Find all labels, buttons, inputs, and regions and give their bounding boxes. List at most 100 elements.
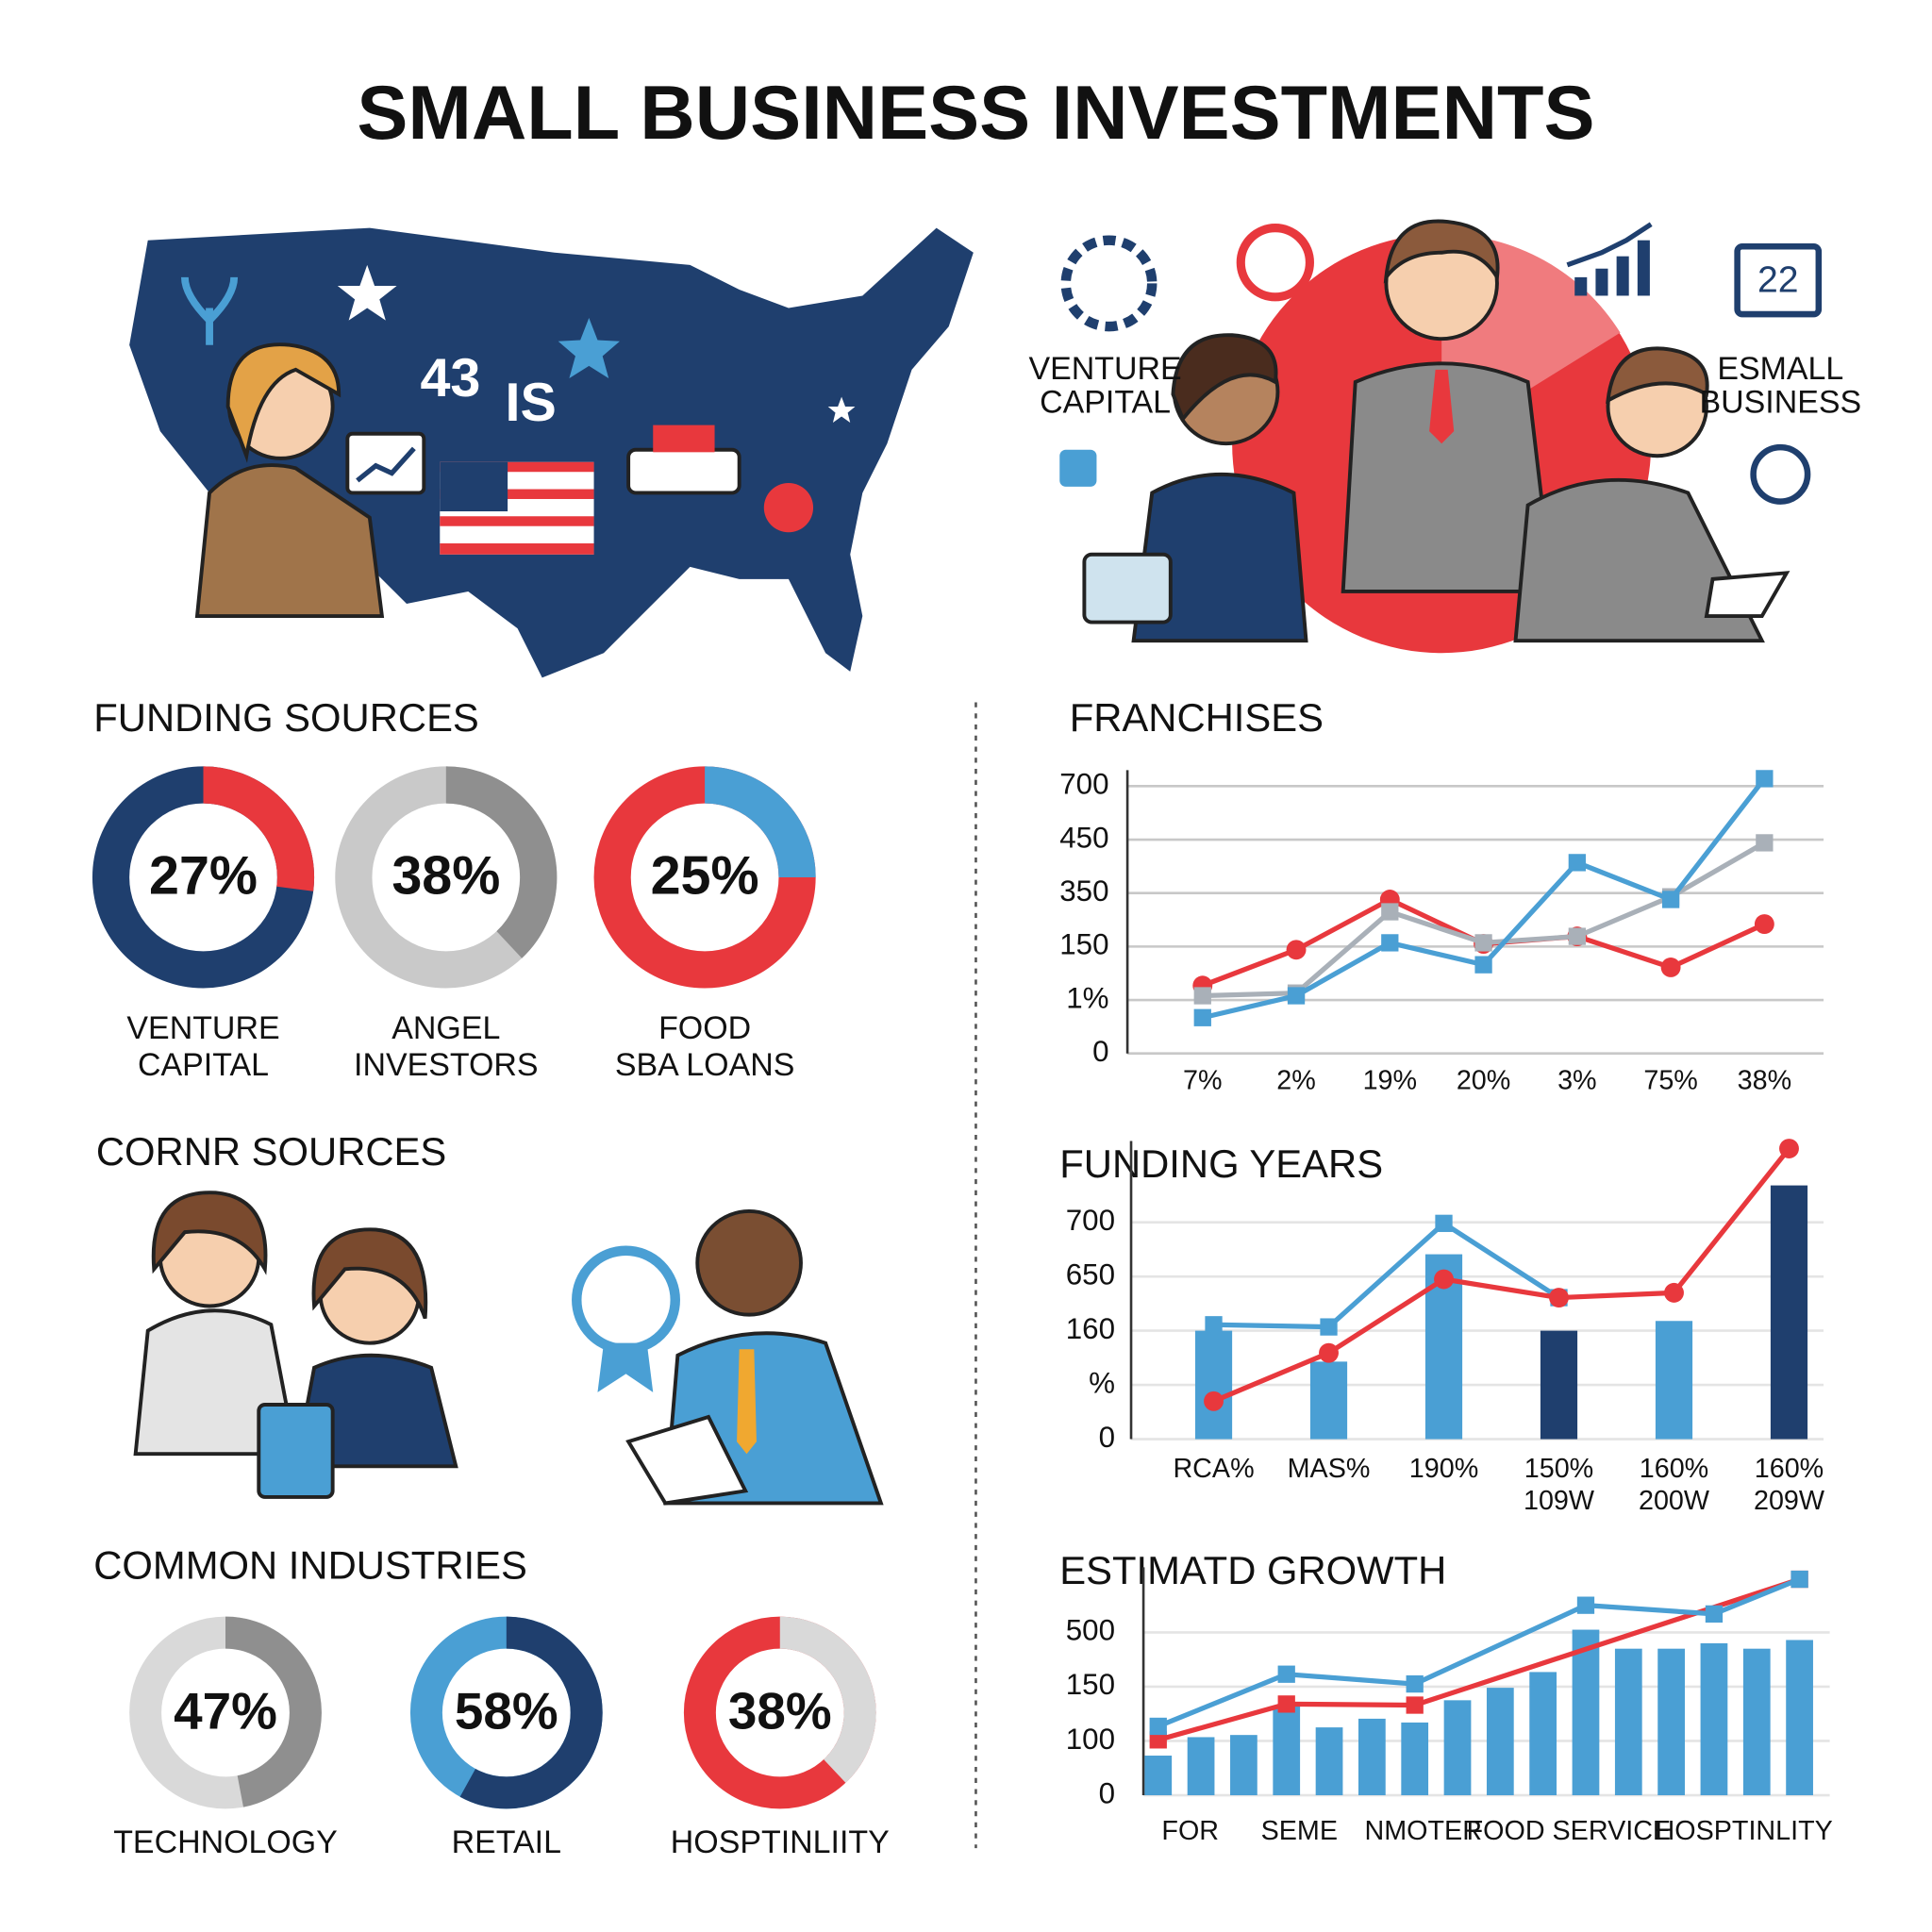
bar xyxy=(1486,1688,1514,1796)
point xyxy=(1204,1391,1224,1411)
line xyxy=(1213,1220,1560,1330)
chart-icon xyxy=(1566,222,1653,296)
donut-segment xyxy=(409,1616,603,1809)
x-tick-label: 109W xyxy=(1524,1486,1595,1516)
chart-title: COMMON INDUSTRIES xyxy=(93,1543,527,1588)
man-center xyxy=(1341,219,1555,593)
point xyxy=(1779,1139,1799,1158)
point xyxy=(1664,1282,1684,1303)
bar xyxy=(1230,1735,1257,1796)
section-title: CORNR SOURCES xyxy=(96,1129,446,1174)
donut-segment xyxy=(593,766,816,989)
point xyxy=(1474,934,1492,952)
donut-segment xyxy=(92,766,315,989)
line xyxy=(1212,1146,1791,1404)
clock-icon xyxy=(1750,443,1811,505)
bar xyxy=(1315,1727,1343,1796)
point xyxy=(1149,1717,1167,1736)
donut-label: 38% xyxy=(391,846,500,907)
point xyxy=(1568,854,1586,872)
bar xyxy=(1194,1330,1233,1440)
x-tick-label: RCA% xyxy=(1173,1454,1254,1484)
x-tick-label: FOOD SERVICE xyxy=(1467,1816,1672,1846)
map-illustration: 43 IS xyxy=(129,227,974,678)
y-tick-label: 150 xyxy=(1059,928,1108,961)
y-tick-label: 0 xyxy=(1092,1035,1108,1068)
donut-label: 47% xyxy=(174,1682,277,1740)
y-tick-label: 160 xyxy=(1066,1312,1115,1345)
point xyxy=(1549,1288,1569,1308)
point xyxy=(1193,1008,1211,1026)
point xyxy=(1474,956,1492,974)
line xyxy=(1157,1576,1801,1729)
point xyxy=(1434,1269,1454,1290)
point xyxy=(1568,927,1586,945)
x-tick-label: 200W xyxy=(1639,1486,1710,1516)
y-tick-label: 350 xyxy=(1059,874,1108,908)
x-tick-label: 160% xyxy=(1755,1454,1824,1484)
donut-segment xyxy=(335,766,558,989)
bar xyxy=(1540,1330,1578,1440)
chart-title: FRANCHISES xyxy=(1070,695,1324,740)
bar xyxy=(1358,1718,1386,1796)
point xyxy=(1149,1731,1167,1749)
x-tick-label: 2% xyxy=(1276,1065,1316,1095)
plant-icon xyxy=(181,276,239,345)
red-icon xyxy=(763,483,814,533)
category-label: TECHNOLOGY xyxy=(113,1824,338,1860)
point xyxy=(1277,1695,1295,1713)
bar xyxy=(1309,1361,1348,1440)
donut-label: 27% xyxy=(149,846,258,907)
x-tick-label: 38% xyxy=(1738,1065,1791,1095)
donut-label: 58% xyxy=(455,1682,558,1740)
bar xyxy=(1144,1756,1173,1796)
point xyxy=(1754,914,1774,935)
woman-left xyxy=(1082,333,1308,643)
gear-icon-red xyxy=(1236,224,1314,302)
y-tick-label: 100 xyxy=(1066,1723,1115,1756)
bar xyxy=(1655,1321,1693,1440)
point xyxy=(1756,770,1774,788)
bar xyxy=(1657,1648,1685,1796)
line xyxy=(1158,1576,1801,1742)
category-label: RETAIL xyxy=(452,1824,561,1860)
bar xyxy=(1742,1648,1771,1796)
donut-segment xyxy=(129,1616,322,1809)
y-tick-label: 0 xyxy=(1099,1776,1115,1809)
category-label: SBA LOANS xyxy=(615,1047,795,1083)
calendar-number: 22 xyxy=(1757,259,1799,300)
bar xyxy=(1700,1642,1728,1796)
x-tick-label: 7% xyxy=(1183,1065,1223,1095)
y-tick-label: 150 xyxy=(1066,1668,1115,1701)
team-illustration: 22 VENTURE CAPITAL ESMALL BUSINESS xyxy=(1029,219,1861,654)
x-tick-label: 150% xyxy=(1524,1454,1593,1484)
point xyxy=(1435,1214,1453,1232)
chart-title: ESTIMATD GROWTH xyxy=(1059,1548,1446,1592)
donut-label: 38% xyxy=(728,1682,832,1740)
x-tick-label: SEME xyxy=(1261,1816,1338,1846)
category-label: CAPITAL xyxy=(138,1047,269,1083)
x-tick-label: 3% xyxy=(1557,1065,1597,1095)
donut-segment xyxy=(683,1616,876,1809)
us-map xyxy=(129,227,974,678)
page-title: SMALL BUSINESS INVESTMENTS xyxy=(357,71,1594,156)
x-tick-label: MAS% xyxy=(1288,1454,1371,1484)
point xyxy=(1320,1318,1338,1336)
hero-right-label: ESMALL xyxy=(1717,351,1843,387)
train-icon xyxy=(626,425,741,495)
x-tick-label: FOR xyxy=(1161,1816,1219,1846)
point xyxy=(1705,1605,1724,1624)
point xyxy=(1287,987,1306,1005)
y-tick-label: 450 xyxy=(1059,821,1108,854)
point xyxy=(1193,987,1211,1005)
hero-left-label: VENTURE xyxy=(1029,351,1182,387)
x-tick-label: 75% xyxy=(1643,1065,1697,1095)
donut-label: 25% xyxy=(651,846,759,907)
star xyxy=(337,264,397,321)
bar xyxy=(1770,1185,1808,1440)
bar xyxy=(1273,1706,1301,1796)
calendar-icon xyxy=(1734,242,1823,318)
y-tick-label: % xyxy=(1089,1366,1115,1399)
point xyxy=(1661,891,1680,908)
